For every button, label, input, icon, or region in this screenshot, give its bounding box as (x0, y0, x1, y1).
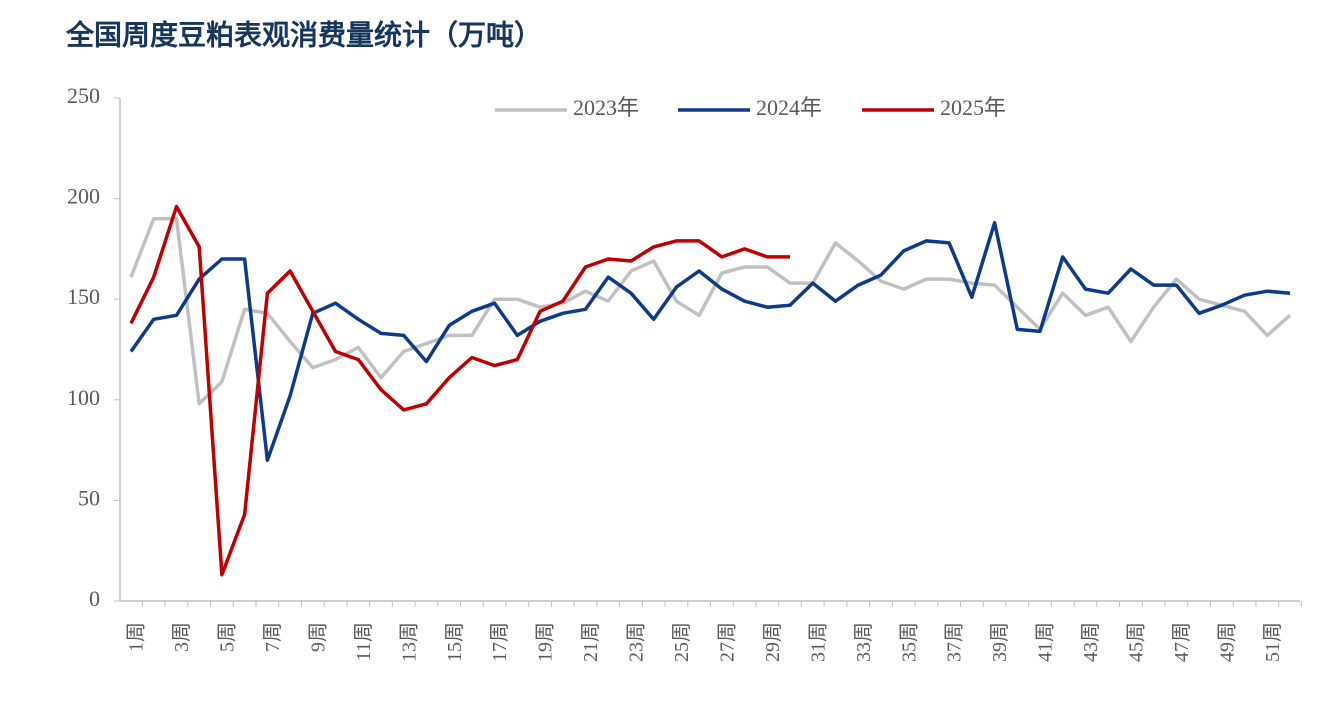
x-tick-label: 39周 (989, 622, 1011, 662)
x-tick-label: 15周 (444, 622, 466, 662)
x-tick-label: 33周 (853, 622, 875, 662)
series-line (129, 204, 790, 577)
legend-label: 2023年 (573, 95, 639, 120)
legend-label: 2024年 (756, 95, 822, 120)
x-tick-label: 47周 (1171, 622, 1193, 662)
x-tick-label: 9周 (307, 622, 329, 652)
series-line (129, 216, 1292, 406)
x-tick-label: 25周 (671, 622, 693, 662)
x-tick-label: 19周 (535, 622, 557, 662)
x-tick-label: 17周 (489, 622, 511, 662)
x-tick-label: 11周 (353, 622, 375, 661)
y-tick-label: 200 (67, 184, 100, 209)
x-tick-label: 3周 (171, 622, 193, 652)
x-tick-label: 41周 (1035, 622, 1057, 662)
y-tick-label: 150 (67, 284, 100, 309)
x-tick-label: 1周 (126, 622, 148, 652)
x-tick-label: 7周 (262, 622, 284, 652)
y-tick-label: 250 (67, 83, 100, 108)
y-tick-label: 100 (67, 385, 100, 410)
x-tick-label: 37周 (944, 622, 966, 662)
x-tick-label: 5周 (216, 622, 238, 652)
y-tick-label: 0 (89, 586, 100, 611)
y-tick-label: 50 (78, 485, 100, 510)
x-tick-label: 51周 (1262, 622, 1284, 662)
x-tick-label: 43周 (1080, 622, 1102, 662)
x-tick-label: 23周 (626, 622, 648, 662)
legend-label: 2025年 (940, 95, 1006, 120)
x-tick-label: 29周 (762, 622, 784, 662)
x-tick-label: 27周 (716, 622, 738, 662)
x-tick-label: 13周 (398, 622, 420, 662)
x-tick-label: 45周 (1126, 622, 1148, 662)
x-tick-label: 35周 (898, 622, 920, 662)
x-tick-label: 49周 (1216, 622, 1238, 662)
x-tick-label: 21周 (580, 622, 602, 662)
chart-title: 全国周度豆粕表观消费量统计（万吨） (65, 18, 542, 51)
series-line (129, 220, 1291, 462)
x-tick-label: 31周 (807, 622, 829, 662)
